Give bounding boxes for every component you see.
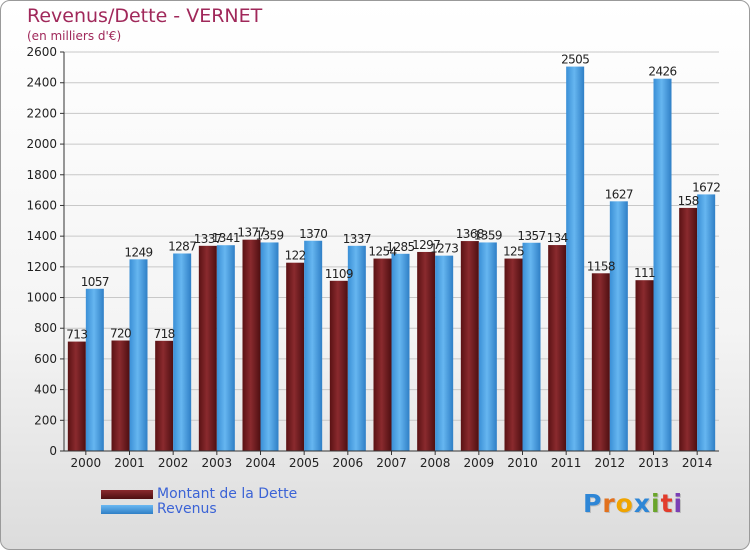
bar-dette-2005 [286,262,305,451]
bar-revenus-2005 [304,240,323,451]
y-tick-label: 800 [34,321,57,335]
bar-dette-2000 [67,341,86,451]
chart-subtitle: (en milliers d'€) [27,29,122,43]
x-tick-label: 2007 [376,456,407,470]
bar-revenus-2011 [566,66,585,451]
y-tick-label: 1600 [26,198,57,212]
data-label-revenus-2006: 1337 [343,232,371,246]
x-tick-label: 2010 [507,456,538,470]
bar-revenus-2000 [85,288,104,451]
data-label-dette-2007: 1254 [368,245,396,259]
data-label-revenus-2001: 1249 [124,245,152,259]
y-tick-label: 1200 [26,260,57,274]
bar-dette-2001 [111,340,130,451]
data-label-revenus-2007: 1285 [386,240,414,254]
y-tick-label: 1800 [26,168,57,182]
data-label-dette-2003: 1337 [194,232,222,246]
y-tick-label: 0 [49,444,57,458]
legend-label-dette: Montant de la Dette [157,486,298,502]
x-tick-label: 2003 [202,456,233,470]
legend-swatch-dette [101,490,153,499]
data-label-revenus-2010: 1357 [517,229,545,243]
data-label-dette-2001: 720 [110,327,131,341]
y-tick-label: 2600 [26,45,57,59]
bar-revenus-2002 [173,253,192,451]
bar-revenus-2013 [653,78,672,452]
bar-dette-2008 [417,251,436,451]
bar-dette-2013 [635,280,654,451]
data-label-dette-2000: 713 [66,328,87,342]
bar-dette-2011 [548,245,567,451]
x-tick-label: 2008 [420,456,451,470]
y-tick-label: 600 [34,352,57,366]
data-label-dette-2006: 1109 [325,267,353,281]
legend-swatch-revenus [101,505,153,514]
data-label-revenus-2004: 1359 [255,228,283,242]
y-tick-label: 2200 [26,106,57,120]
bar-revenus-2010 [522,242,541,451]
y-tick-label: 400 [34,383,57,397]
bar-dette-2009 [460,241,479,451]
data-label-revenus-2014: 1672 [692,180,720,194]
data-label-revenus-2005: 1370 [299,227,327,241]
bar-revenus-2003 [216,245,235,451]
x-tick-label: 2005 [289,456,320,470]
data-label-dette-2009: 1368 [456,227,484,241]
data-label-revenus-2002: 1287 [168,239,196,253]
bar-dette-2003 [198,245,217,451]
bar-revenus-2008 [435,255,454,451]
data-label-dette-2012: 1158 [587,259,615,273]
bar-dette-2006 [329,280,348,451]
bar-dette-2010 [504,258,523,451]
data-label-dette-2011: 134 [547,231,568,245]
x-tick-label: 2009 [464,456,495,470]
proxiti-logo: Proxiti [583,489,684,518]
data-label-revenus-2003: 1341 [212,231,240,245]
data-label-dette-2010: 125 [503,245,524,259]
data-label-dette-2005: 122 [285,249,306,263]
bar-dette-2007 [373,258,392,451]
bar-revenus-2007 [391,253,410,451]
bar-dette-2014 [679,207,698,451]
bar-dette-2002 [155,340,174,451]
bar-revenus-2004 [260,242,279,451]
x-tick-label: 2012 [595,456,626,470]
x-tick-label: 2004 [245,456,276,470]
legend-label-revenus: Revenus [157,501,217,517]
x-tick-label: 2013 [638,456,669,470]
bar-revenus-2009 [478,242,497,451]
x-tick-label: 2006 [333,456,364,470]
x-tick-label: 2002 [158,456,189,470]
x-tick-label: 2000 [71,456,102,470]
bar-revenus-2012 [609,201,628,451]
data-label-revenus-2009: 1359 [474,228,502,242]
y-tick-label: 1000 [26,291,57,305]
data-label-dette-2004: 1377 [237,226,265,240]
data-label-revenus-2011: 2505 [561,53,589,67]
bar-revenus-2014 [697,194,716,452]
data-label-revenus-2013: 2426 [648,65,676,79]
x-tick-label: 2001 [114,456,145,470]
x-tick-label: 2014 [682,456,713,470]
data-label-revenus-2008: 1273 [430,242,458,256]
bar-dette-2012 [591,273,610,451]
data-label-revenus-2000: 1057 [81,275,109,289]
y-tick-label: 200 [34,413,57,427]
y-tick-label: 1400 [26,229,57,243]
data-label-dette-2013: 111 [634,266,655,280]
bar-dette-2004 [242,239,261,451]
y-tick-label: 2000 [26,137,57,151]
x-tick-label: 2011 [551,456,582,470]
data-label-revenus-2012: 1627 [605,187,633,201]
y-tick-label: 2400 [26,76,57,90]
bar-revenus-2006 [347,245,366,451]
data-label-dette-2014: 158 [678,194,699,208]
chart-title: Revenus/Dette - VERNET [27,5,263,27]
data-label-dette-2002: 718 [154,327,175,341]
data-label-dette-2008: 1297 [412,238,440,252]
bar-revenus-2001 [129,259,148,451]
